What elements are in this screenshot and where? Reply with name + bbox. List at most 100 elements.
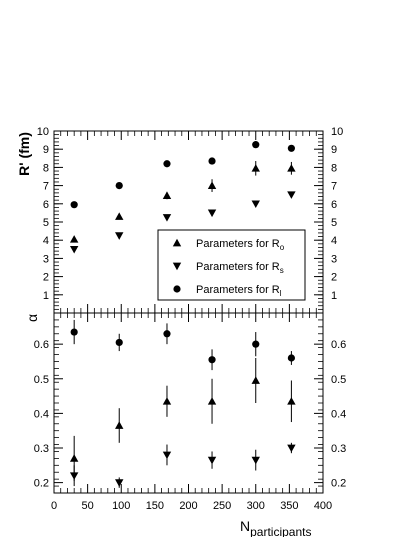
series-1	[69, 442, 296, 488]
y-tick-label-left: 6	[43, 199, 49, 211]
x-tick-label: 150	[146, 500, 164, 512]
data-point	[207, 181, 217, 189]
x-tick-label: 200	[179, 500, 197, 512]
y-tick-label-left: 8	[43, 162, 49, 174]
data-point	[251, 456, 260, 465]
x-tick-label: 100	[112, 500, 130, 512]
data-point	[208, 356, 216, 364]
y-tick-label-right: 0.5	[331, 374, 346, 386]
legend-entry-subscript: o	[280, 243, 285, 252]
y-tick-label-left: 0.5	[34, 374, 49, 386]
data-point	[115, 338, 123, 347]
legend-box	[157, 229, 306, 301]
y-tick-label-left: 7	[43, 181, 49, 193]
legend-entry-subscript: s	[280, 266, 284, 275]
plot-frame	[53, 312, 324, 494]
y-tick-label-left: 0.3	[34, 443, 49, 455]
data-point	[69, 472, 79, 480]
series-2	[70, 319, 295, 371]
data-point	[115, 421, 124, 429]
data-point	[287, 444, 296, 453]
data-point	[162, 191, 172, 199]
data-point	[287, 397, 296, 405]
data-point	[163, 330, 171, 338]
y-tick-label-right: 4	[331, 235, 337, 247]
x-tick-label: 0	[51, 500, 57, 512]
data-point	[115, 212, 124, 220]
data-point	[163, 160, 171, 168]
series-0	[69, 358, 296, 481]
y-tick-label-left: 1	[43, 290, 49, 302]
legend-entry: Parameters for Rl	[196, 284, 282, 298]
legend-entry: Parameters for Rs	[196, 261, 284, 275]
data-point	[70, 328, 78, 336]
y-tick-label-left: 10	[37, 126, 49, 138]
legend-entry-subscript: l	[280, 289, 282, 298]
legend-entry-text: Parameters for R	[196, 261, 280, 273]
y-tick-label-right: 0.4	[331, 408, 346, 420]
data-point	[207, 209, 217, 218]
bottom-y-axis-label: α	[24, 314, 40, 322]
x-axis-label-subscript: participants	[250, 525, 311, 537]
series-0	[69, 161, 296, 243]
data-point	[162, 451, 172, 460]
bottom-panel: 0.2 0.2 0.3 0.3 0.4 0.4 0.5 0.5 0.6 0.6 0 50 100 150 2…	[34, 312, 346, 512]
y-tick-label-left: 3	[43, 253, 49, 265]
data-point	[251, 164, 260, 172]
y-tick-label-left: 0.6	[34, 339, 49, 351]
data-point	[69, 245, 79, 254]
y-tick-label-right: 8	[331, 162, 337, 174]
y-tick-label-right: 3	[331, 253, 337, 265]
legend-marker	[172, 238, 182, 247]
y-tick-label-left: 0.2	[34, 478, 49, 490]
y-tick-label-right: 0.6	[331, 339, 346, 351]
y-tick-label-left: 9	[43, 144, 49, 156]
legend-entry-text: Parameters for R	[196, 284, 280, 296]
x-tick-label: 300	[247, 500, 265, 512]
x-tick-label: 250	[213, 500, 231, 512]
series-1	[69, 191, 296, 254]
y-tick-label-right: 0.2	[331, 478, 346, 490]
data-point	[115, 182, 123, 190]
x-tick-label: 50	[82, 500, 94, 512]
y-tick-label-right: 0.3	[331, 443, 346, 455]
y-tick-label-right: 9	[331, 144, 337, 156]
series-2	[70, 141, 295, 209]
data-point	[251, 376, 260, 384]
data-point	[69, 235, 79, 243]
data-point	[207, 397, 217, 405]
y-tick-label-left: 5	[43, 217, 49, 229]
x-tick-label: 350	[280, 500, 298, 512]
data-point	[207, 456, 217, 465]
legend-entry-text: Parameters for R	[196, 238, 280, 250]
x-tick-label: 400	[314, 500, 332, 512]
y-tick-label-right: 6	[331, 199, 337, 211]
y-tick-label-right: 10	[331, 126, 343, 138]
data-point	[115, 479, 124, 487]
y-tick-label-right: 7	[331, 181, 337, 193]
legend-marker	[173, 285, 181, 293]
data-point	[162, 397, 172, 405]
data-point	[208, 157, 216, 165]
data-point	[162, 214, 172, 222]
top-panel: 1 1 2 2 3 3 4 4 5 5 6 6 7 7 8 8 9 9 10 10	[37, 126, 343, 314]
data-point	[69, 454, 79, 462]
data-point	[287, 191, 296, 199]
data-point	[115, 232, 124, 240]
data-point	[287, 354, 295, 362]
y-tick-label-left: 4	[43, 235, 49, 247]
y-tick-label-right: 1	[331, 290, 337, 302]
legend-entry: Parameters for Ro	[196, 238, 285, 252]
top-y-axis-label: R' (fm)	[16, 132, 32, 176]
y-tick-label-right: 5	[331, 217, 337, 229]
y-tick-label-left: 0.4	[34, 408, 49, 420]
x-axis-label-main: N	[240, 518, 250, 534]
x-axis-label: Nparticipants	[240, 518, 312, 537]
data-point	[287, 144, 295, 152]
data-point	[70, 201, 78, 209]
y-tick-label-left: 2	[43, 272, 49, 284]
y-tick-label-right: 2	[331, 272, 337, 284]
data-point	[252, 340, 260, 348]
